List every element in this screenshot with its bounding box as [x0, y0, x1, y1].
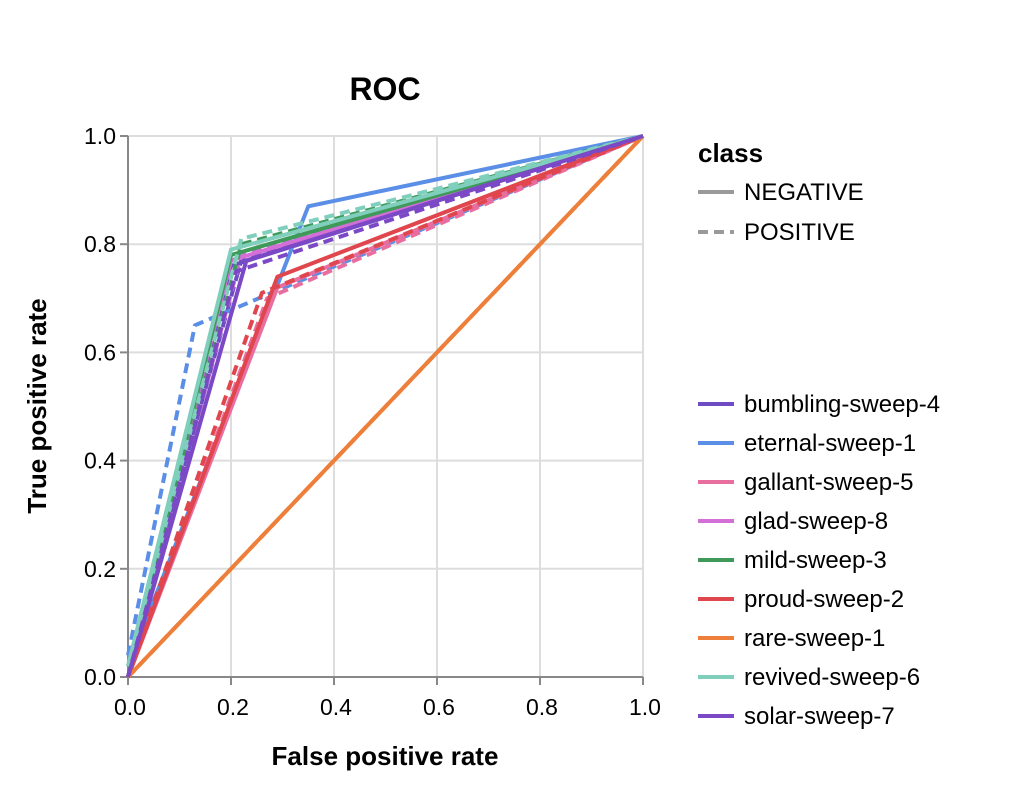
class-legend: class NEGATIVE POSITIVE [698, 138, 864, 246]
series-legend-label-solar-sweep-7: solar-sweep-7 [744, 703, 895, 730]
series-legend-label-bumbling-sweep-4: bumbling-sweep-4 [744, 391, 940, 418]
series-lines [126, 134, 645, 679]
series-legend-label-mild-sweep-3: mild-sweep-3 [744, 547, 887, 574]
axes [120, 135, 644, 685]
y-axis-title: True positive rate [22, 298, 52, 513]
y-tick-label: 0.2 [84, 556, 116, 582]
x-tick-label: 0.6 [423, 694, 455, 720]
series-line-bumbling-sweep-4-positive [126, 134, 644, 667]
class-legend-label: NEGATIVE [744, 179, 864, 206]
chart-title: ROC [349, 71, 420, 107]
series-line-proud-sweep-2-positive [126, 134, 644, 678]
x-tick-label: 0.4 [320, 694, 352, 720]
series-line-revived-sweep-6-positive [126, 134, 644, 667]
y-tick-label: 1.0 [84, 123, 116, 149]
class-legend-label: POSITIVE [744, 219, 855, 246]
tick-labels: 0.0 0.2 0.4 0.6 0.8 1.0 0.0 0.2 0.4 0.6 0.8 1.0 [84, 123, 661, 720]
series-legend: bumbling-sweep-4 eternal-sweep-1 gallant-s… [698, 391, 940, 730]
y-tick-label: 0.0 [84, 664, 116, 690]
x-tick-label: 0.2 [217, 694, 249, 720]
series-line-rare-sweep-1-negative [126, 134, 645, 679]
x-tick-label: 0.8 [526, 694, 558, 720]
x-tick-label: 0.0 [114, 694, 146, 720]
series-legend-label-glad-sweep-8: glad-sweep-8 [744, 508, 888, 535]
series-legend-label-rare-sweep-1: rare-sweep-1 [744, 625, 885, 652]
series-legend-label-eternal-sweep-1: eternal-sweep-1 [744, 430, 916, 457]
y-tick-label: 0.8 [84, 231, 116, 257]
x-axis-title: False positive rate [272, 741, 499, 771]
series-legend-label-proud-sweep-2: proud-sweep-2 [744, 586, 904, 613]
series-legend-label-revived-sweep-6: revived-sweep-6 [744, 664, 920, 691]
y-tick-label: 0.4 [84, 448, 116, 474]
series-legend-label-gallant-sweep-5: gallant-sweep-5 [744, 469, 913, 496]
series-line-solar-sweep-7-positive [126, 134, 644, 678]
series-line-revived-sweep-6-negative [126, 134, 644, 667]
y-tick-label: 0.6 [84, 339, 116, 365]
class-legend-title: class [698, 138, 763, 168]
series-line-proud-sweep-2-negative [126, 134, 644, 678]
series-line-solar-sweep-7-negative [126, 134, 644, 678]
x-tick-label: 1.0 [629, 694, 661, 720]
